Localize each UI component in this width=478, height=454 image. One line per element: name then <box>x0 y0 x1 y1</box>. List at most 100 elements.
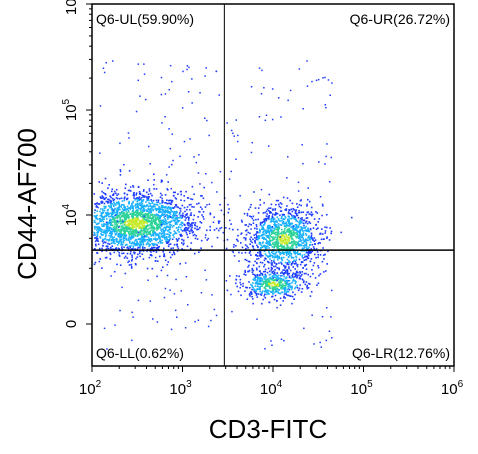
event-dot <box>147 197 149 200</box>
event-dot <box>273 286 275 289</box>
event-dot <box>113 211 115 214</box>
event-dot <box>164 223 166 226</box>
event-dot <box>250 293 253 295</box>
event-dot <box>175 222 178 224</box>
event-dot <box>159 237 161 240</box>
event-dot <box>150 251 152 253</box>
event-dot <box>150 238 152 241</box>
event-dot <box>328 330 331 332</box>
event-dot <box>284 261 287 264</box>
event-dot <box>269 287 271 289</box>
event-dot <box>274 222 276 225</box>
event-dot <box>176 223 178 225</box>
event-dot <box>292 279 295 282</box>
event-dot <box>101 208 104 210</box>
event-dot <box>141 224 144 226</box>
event-dot <box>146 199 149 201</box>
event-dot <box>277 274 280 277</box>
event-dot <box>257 246 259 249</box>
event-dot <box>261 254 263 257</box>
event-dot <box>182 240 185 242</box>
event-dot <box>134 230 137 233</box>
event-dot <box>107 225 109 227</box>
event-dot <box>254 227 256 230</box>
event-dot <box>138 252 141 255</box>
event-dot <box>255 281 257 284</box>
event-dot <box>113 251 116 254</box>
event-dot <box>243 273 245 276</box>
event-dot <box>256 296 259 298</box>
event-dot <box>274 291 276 293</box>
event-dot <box>126 257 129 259</box>
event-dot <box>120 222 122 224</box>
event-dot <box>278 277 281 280</box>
event-dot <box>170 220 173 222</box>
event-dot <box>288 221 290 224</box>
event-dot <box>113 210 115 212</box>
event-dot <box>122 237 125 240</box>
event-dot <box>129 220 132 223</box>
event-dot <box>274 294 277 297</box>
event-dot <box>306 205 308 207</box>
event-dot <box>157 241 160 244</box>
event-dot <box>220 226 223 229</box>
event-dot <box>99 152 101 154</box>
event-dot <box>169 228 171 231</box>
event-dot <box>115 226 118 229</box>
event-dot <box>144 247 146 249</box>
event-dot <box>287 250 289 253</box>
event-dot <box>244 269 246 272</box>
event-dot <box>101 190 103 193</box>
event-dot <box>300 275 302 277</box>
event-dot <box>270 229 273 231</box>
event-dot <box>107 212 110 214</box>
event-dot <box>269 221 272 223</box>
event-dot <box>114 223 116 225</box>
event-dot <box>248 264 250 267</box>
event-dot <box>117 215 119 217</box>
event-dot <box>162 222 164 224</box>
event-dot <box>250 254 252 256</box>
event-dot <box>199 92 201 94</box>
event-dot <box>289 286 292 289</box>
event-dot <box>128 200 130 203</box>
event-dot <box>169 221 172 223</box>
event-dot <box>272 289 274 291</box>
event-dot <box>105 214 108 216</box>
event-dot <box>156 321 159 323</box>
event-dot <box>181 214 184 216</box>
event-dot <box>247 260 250 263</box>
event-dot <box>181 216 184 219</box>
event-dot <box>121 243 124 246</box>
event-dot <box>119 214 121 216</box>
event-dot <box>271 267 273 269</box>
event-dot <box>247 266 249 268</box>
event-dot <box>167 181 169 183</box>
event-dot <box>143 73 146 75</box>
event-dot <box>277 223 280 225</box>
event-dot <box>155 238 158 241</box>
event-dot <box>215 227 218 230</box>
event-dot <box>127 222 130 224</box>
event-dot <box>135 206 138 208</box>
event-dot <box>116 202 118 204</box>
event-dot <box>267 280 269 283</box>
event-dot <box>287 230 290 233</box>
event-dot <box>306 286 308 288</box>
event-dot <box>292 208 295 210</box>
event-dot <box>276 244 279 247</box>
event-dot <box>120 240 122 242</box>
event-dot <box>258 235 260 237</box>
event-dot <box>114 221 116 224</box>
event-dot <box>157 199 160 202</box>
event-dot <box>190 242 193 244</box>
event-dot <box>173 244 176 246</box>
event-dot <box>145 227 147 230</box>
event-dot <box>172 195 175 197</box>
event-dot <box>169 232 172 234</box>
event-dot <box>143 196 146 198</box>
event-dot <box>165 238 168 241</box>
event-dot <box>164 211 166 213</box>
event-dot <box>269 228 272 230</box>
event-dot <box>95 204 98 207</box>
